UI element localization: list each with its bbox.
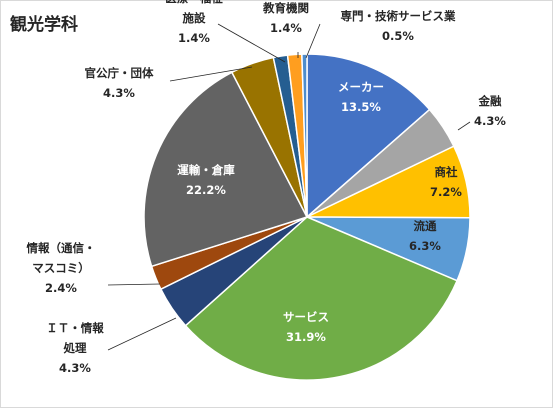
data-label-category: 金融 [478, 94, 502, 108]
data-label-category: 商社 [435, 165, 458, 179]
data-label-category: 医療・福祉 [165, 0, 223, 5]
pie-slice [306, 53, 431, 219]
data-label-percent: 2.4% [45, 281, 77, 295]
data-label-percent: 0.5% [382, 29, 414, 43]
data-label-percent: 22.2% [186, 183, 226, 197]
leader-line [217, 23, 286, 63]
data-label-percent: 1.4% [270, 21, 302, 35]
leader-line [107, 283, 161, 286]
data-label-percent: 6.3% [409, 239, 441, 253]
data-label-category: 教育機関 [262, 1, 309, 15]
data-label-category: サービス [283, 310, 329, 324]
data-label-percent: 13.5% [341, 100, 381, 114]
data-label-percent: 31.9% [286, 330, 326, 344]
data-label-category: マスコミ） [32, 261, 90, 275]
data-label-percent: 1.4% [178, 31, 210, 45]
data-label-percent: 7.2% [430, 185, 462, 199]
pie-slice [143, 71, 309, 268]
data-label-percent: 4.3% [59, 361, 91, 375]
data-label-category: ＩＴ・情報 [46, 321, 104, 335]
data-label-percent: 4.3% [103, 86, 135, 100]
data-label-category: 処理 [63, 341, 87, 355]
leader-line [107, 317, 177, 351]
data-label-category: メーカー [338, 80, 384, 94]
data-label-category: 情報（通信・ [26, 241, 96, 255]
leader-line [169, 66, 253, 82]
chart-title: 観光学科 [10, 15, 78, 35]
data-label-percent: 4.3% [474, 114, 506, 128]
data-label-category: 専門・技術サービス業 [341, 9, 456, 23]
leader-line [305, 23, 321, 59]
leader-line [457, 121, 471, 131]
data-label-category: 施設 [183, 11, 206, 25]
data-label-category: 運輸・倉庫 [177, 163, 235, 177]
data-label-category: 流通 [414, 219, 437, 233]
pie-slice [184, 216, 459, 381]
pie-slice [301, 53, 308, 218]
data-label-category: 官公庁・団体 [85, 66, 154, 80]
